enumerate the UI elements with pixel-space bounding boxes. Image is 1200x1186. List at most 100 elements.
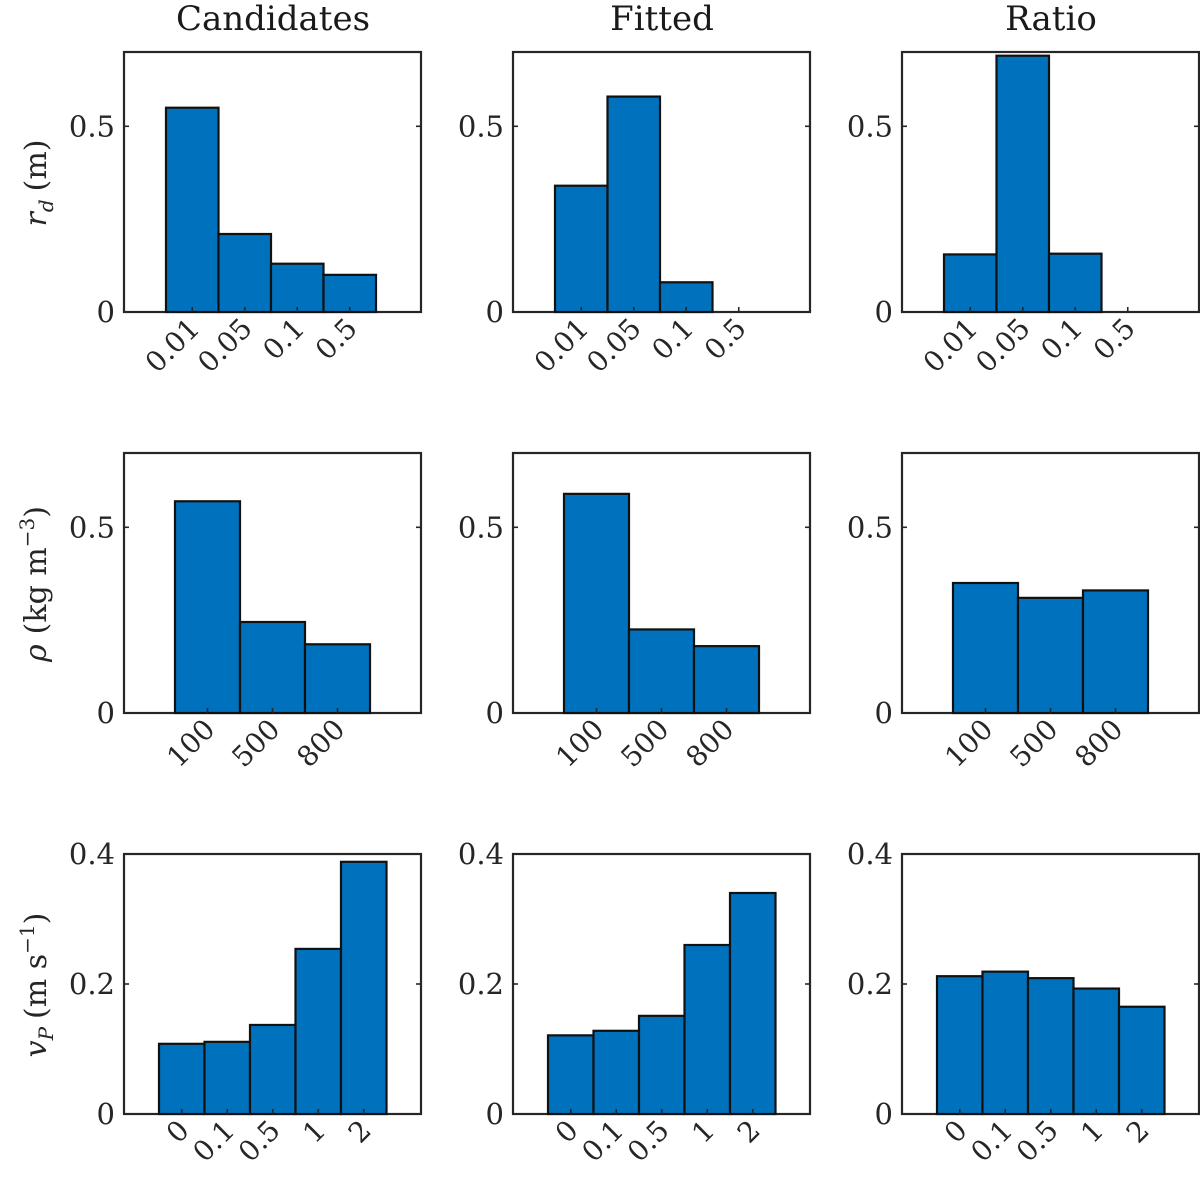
y-tick-label: 0.2 <box>69 967 115 1001</box>
x-tick-label: 500 <box>614 713 675 774</box>
panels: 00.50.010.050.10.5 00.50.010.050.10.5 00.5… <box>69 50 1200 1169</box>
x-tick-label: 500 <box>225 713 286 774</box>
bar-0.05 <box>606 95 662 314</box>
y-tick-label: 0 <box>97 696 115 730</box>
panel-r2-c3: 0 0.5 100 500 800 <box>847 451 1200 774</box>
bar-500 <box>1016 596 1085 715</box>
x-tick-label: 100 <box>160 713 221 774</box>
x-tick-label: 0.1 <box>1034 312 1089 367</box>
panel-r1-c3: 00.50.010.050.10.5 <box>847 50 1200 379</box>
x-tick-label: 0.1 <box>645 312 700 367</box>
y-tick-label: 0 <box>486 696 504 730</box>
bar-0 <box>157 1042 206 1116</box>
bar-2 <box>728 891 777 1116</box>
x-tick-label: 0.5 <box>698 312 753 367</box>
x-tick-label: 0.05 <box>580 312 647 379</box>
panel-r3-c1: 00.20.400.10.5 1 2 <box>69 837 423 1169</box>
x-tick-label: 100 <box>938 713 999 774</box>
y-tick-label: 0 <box>875 696 893 730</box>
y-tick-label: 0 <box>875 295 893 329</box>
x-tick-label: 1 <box>296 1114 332 1150</box>
x-tick-label: 0.5 <box>1087 312 1142 367</box>
bar-500 <box>627 628 696 715</box>
x-tick-label: 1 <box>685 1114 721 1150</box>
bar-800 <box>692 645 761 715</box>
ylabel-density: ρ(kg m−3) <box>15 506 54 663</box>
x-tick-label: 0.01 <box>917 312 984 379</box>
y-tick-label: 0.5 <box>69 510 115 544</box>
y-tick-label: 0.5 <box>458 109 504 143</box>
y-tick-label: 0.5 <box>847 510 893 544</box>
y-tick-label: 0.2 <box>847 967 893 1001</box>
y-tick-label: 0 <box>97 295 115 329</box>
x-tick-label: 2 <box>342 1114 378 1150</box>
panel-r2-c1: 0 0.5 100 500 800 <box>69 451 423 774</box>
column-title-ratio: Ratio <box>1005 0 1097 39</box>
ylabel-velocity: vP(m s−1) <box>15 913 58 1058</box>
x-tick-label: 2 <box>1120 1114 1156 1150</box>
bar-0.05 <box>217 232 273 314</box>
column-title-fitted: Fitted <box>610 0 714 39</box>
x-tick-label: 0.05 <box>969 312 1036 379</box>
y-tick-label: 0 <box>97 1097 115 1131</box>
bar-0.1 <box>269 262 325 314</box>
y-tick-label: 0.2 <box>458 967 504 1001</box>
bar-1 <box>294 947 343 1116</box>
column-title-candidates: Candidates <box>176 0 370 39</box>
bar-100 <box>562 492 631 715</box>
x-tick-label: 0.05 <box>191 312 258 379</box>
bar-0.01 <box>164 106 220 314</box>
x-tick-label: 800 <box>679 713 740 774</box>
bar-800 <box>303 643 372 715</box>
bar-100 <box>173 500 242 715</box>
x-tick-label: 0.1 <box>575 1114 630 1169</box>
y-tick-label: 0 <box>486 295 504 329</box>
y-tick-label: 0.4 <box>69 837 115 871</box>
panel-r2-c2: 0 0.5 100 500 800 <box>458 451 812 774</box>
x-tick-label: 0.01 <box>528 312 595 379</box>
ylabel-radius: rd(m) <box>19 139 58 226</box>
bar-0.5 <box>1026 977 1075 1116</box>
bar-1 <box>683 943 732 1116</box>
x-tick-label: 2 <box>731 1114 767 1150</box>
bar-0 <box>546 1034 595 1116</box>
bar-0.1 <box>1047 252 1103 314</box>
bar-0.01 <box>942 253 998 314</box>
x-tick-label: 0.5 <box>309 312 364 367</box>
x-tick-label: 800 <box>290 713 351 774</box>
panel-r1-c1: 00.50.010.050.10.5 <box>69 50 423 379</box>
bar-2 <box>339 860 388 1116</box>
bar-0.05 <box>995 54 1051 314</box>
bar-0.5 <box>248 1023 297 1116</box>
bar-800 <box>1081 589 1150 715</box>
x-tick-label: 0.1 <box>186 1114 241 1169</box>
column-titles: Candidates Fitted Ratio <box>176 0 1097 39</box>
x-tick-label: 0.01 <box>139 312 206 379</box>
bar-100 <box>951 581 1020 715</box>
x-tick-label: 1 <box>1074 1114 1110 1150</box>
y-tick-label: 0.4 <box>847 837 893 871</box>
x-tick-label: 800 <box>1068 713 1129 774</box>
bar-0.1 <box>981 970 1030 1116</box>
bar-0 <box>935 975 984 1116</box>
bar-500 <box>238 620 307 715</box>
y-tick-label: 0.4 <box>458 837 504 871</box>
x-tick-label: 0.5 <box>621 1114 676 1169</box>
y-tick-label: 0.5 <box>458 510 504 544</box>
x-tick-label: 0.1 <box>256 312 311 367</box>
bar-0.1 <box>592 1029 641 1116</box>
bar-0.5 <box>322 273 378 314</box>
y-tick-label: 0.5 <box>69 109 115 143</box>
bar-2 <box>1117 1005 1166 1116</box>
y-tick-label: 0 <box>875 1097 893 1131</box>
bar-0.5 <box>637 1014 686 1116</box>
bar-0.01 <box>553 184 609 314</box>
bar-0.1 <box>203 1040 252 1116</box>
x-tick-label: 0.5 <box>232 1114 287 1169</box>
panel-r1-c2: 00.50.010.050.10.5 <box>458 50 812 379</box>
x-tick-label: 0.5 <box>1010 1114 1065 1169</box>
panel-r3-c3: 00.20.400.10.5 1 2 <box>847 837 1200 1169</box>
x-tick-label: 0.1 <box>964 1114 1019 1169</box>
y-tick-label: 0.5 <box>847 109 893 143</box>
